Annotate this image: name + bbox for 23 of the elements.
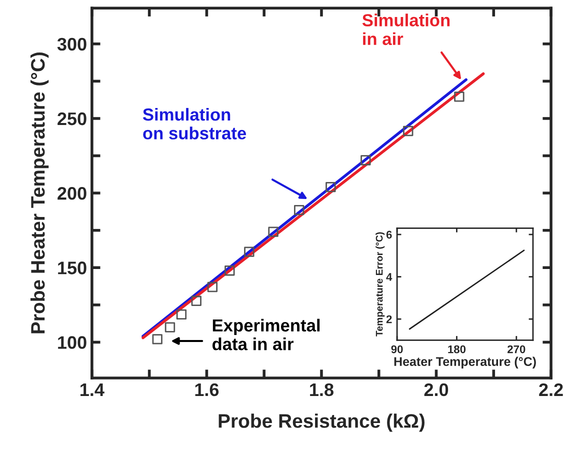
y-tick-label: 100: [58, 336, 86, 349]
x-tick-label: 90: [391, 345, 403, 354]
x-tick-label: 270: [508, 345, 526, 354]
y-tick-label: 2: [386, 315, 392, 324]
x-tick-label: 2.0: [424, 383, 448, 396]
annotation: Simulation on substrate: [142, 108, 246, 140]
y-tick-label: 6: [386, 230, 392, 239]
annotation: Simulation in air: [362, 14, 450, 46]
y-axis-title: Probe Heater Temperature (°C): [30, 52, 49, 334]
x-axis-title: Probe Resistance (kΩ): [218, 414, 424, 432]
x-tick-label: 180: [448, 345, 466, 354]
y-tick-label: 300: [57, 38, 86, 51]
x-tick-label: 1.8: [310, 383, 334, 396]
x-tick-label: 2.2: [539, 383, 563, 396]
y-tick-label: 200: [58, 186, 86, 200]
x-tick-label: 1.4: [80, 384, 104, 396]
annotation: Experimental data in air: [212, 318, 320, 350]
y-axis-title: Temperature Error (°C): [376, 232, 385, 336]
y-tick-label: 250: [58, 112, 86, 126]
y-tick-label: 150: [58, 262, 86, 274]
x-tick-label: 1.6: [195, 383, 219, 396]
x-axis-title: Heater Temperature (°C): [394, 356, 536, 368]
y-tick-label: 4: [386, 273, 392, 281]
